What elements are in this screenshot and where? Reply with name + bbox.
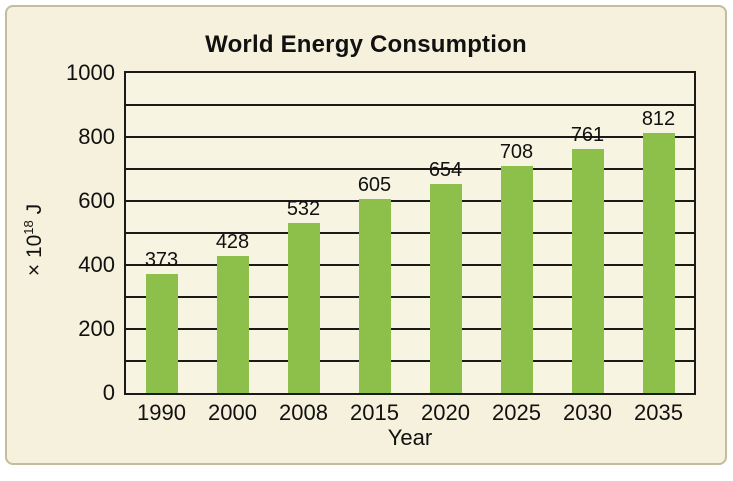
y-tick-label-600: 600 [78, 188, 115, 213]
x-axis-label: Year [387, 425, 433, 450]
x-tick-label-2015: 2015 [350, 400, 399, 425]
gridline-700 [126, 168, 694, 170]
gridline-600 [126, 200, 694, 202]
bar-value-label-2020: 654 [428, 158, 463, 181]
bar-value-label-2035: 812 [641, 108, 676, 131]
gridline-900 [126, 104, 694, 106]
y-tick-label-0: 0 [102, 380, 115, 405]
bar-2008 [287, 222, 320, 393]
bar-value-label-2030: 761 [570, 124, 605, 147]
bar-2000 [216, 256, 249, 393]
bar-value-label-2008: 532 [286, 197, 321, 220]
x-tick-label-2020: 2020 [421, 400, 470, 425]
gridline-500 [126, 232, 694, 234]
gridline-400 [126, 264, 694, 266]
y-axis-label-exponent: 18 [21, 220, 36, 235]
x-tick-label-1990: 1990 [137, 400, 186, 425]
gridline-100 [126, 360, 694, 362]
x-tick-label-2025: 2025 [492, 400, 541, 425]
bar-1990 [145, 273, 178, 393]
y-tick-label-1000: 1000 [66, 60, 115, 85]
chart-figure: World Energy Consumption × 1018 J 373 428… [5, 5, 727, 465]
y-tick-label-400: 400 [78, 252, 115, 277]
chart-title: World Energy Consumption [205, 31, 527, 58]
bar-value-label-2025: 708 [499, 141, 534, 164]
gridline-200 [126, 328, 694, 330]
plot-area: 373 428 532 605 654 708 761 812 [124, 71, 696, 395]
gridline-800 [126, 136, 694, 138]
x-tick-label-2030: 2030 [563, 400, 612, 425]
x-tick-label-2000: 2000 [208, 400, 257, 425]
bar-2025 [500, 166, 533, 393]
x-tick-label-2008: 2008 [279, 400, 328, 425]
bar-2030 [571, 149, 604, 393]
bar-value-label-2015: 605 [357, 174, 392, 197]
y-tick-label-200: 200 [78, 316, 115, 341]
bar-value-label-1990: 373 [144, 248, 179, 271]
bar-2015 [358, 199, 391, 393]
y-tick-label-800: 800 [78, 124, 115, 149]
bar-2020 [429, 183, 462, 393]
bar-value-label-2000: 428 [215, 231, 250, 254]
gridline-300 [126, 296, 694, 298]
x-tick-label-2035: 2035 [634, 400, 683, 425]
bar-2035 [642, 133, 675, 393]
